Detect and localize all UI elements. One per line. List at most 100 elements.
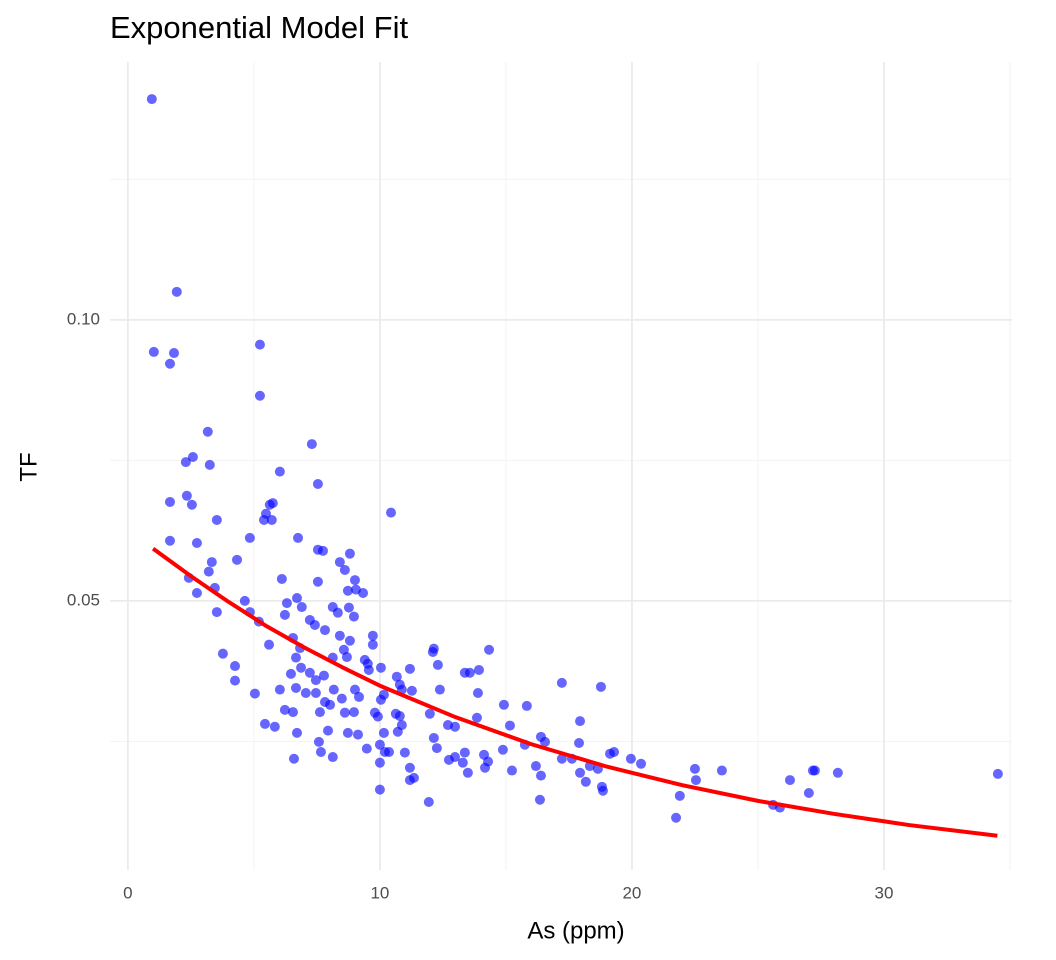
- point: [595, 681, 606, 692]
- point: [171, 286, 182, 297]
- point: [361, 743, 372, 754]
- point: [276, 573, 287, 584]
- point: [992, 768, 1003, 779]
- point: [462, 767, 473, 778]
- point: [164, 496, 175, 507]
- point: [530, 761, 541, 772]
- point: [230, 661, 241, 672]
- point: [342, 727, 353, 738]
- point: [306, 439, 317, 450]
- point: [506, 765, 517, 776]
- point: [457, 757, 468, 768]
- point: [674, 790, 685, 801]
- point: [404, 762, 415, 773]
- point: [217, 648, 228, 659]
- point: [204, 459, 215, 470]
- point: [239, 595, 250, 606]
- point: [314, 707, 325, 718]
- point: [334, 557, 345, 568]
- point: [534, 794, 545, 805]
- point: [367, 639, 378, 650]
- point: [428, 643, 439, 654]
- y-tick-label: 0.10: [67, 309, 100, 328]
- point: [450, 721, 461, 732]
- point: [472, 688, 483, 699]
- point: [372, 711, 383, 722]
- point: [574, 738, 585, 749]
- point: [424, 708, 435, 719]
- point: [473, 664, 484, 675]
- point: [254, 390, 265, 401]
- point: [597, 785, 608, 796]
- point: [383, 747, 394, 758]
- point: [258, 514, 269, 525]
- point: [539, 736, 550, 747]
- point: [187, 452, 198, 463]
- point: [504, 720, 515, 731]
- point: [386, 507, 397, 518]
- point: [186, 499, 197, 510]
- point: [315, 747, 326, 758]
- point: [399, 747, 410, 758]
- point: [191, 537, 202, 548]
- point: [428, 732, 439, 743]
- x-tick-label: 10: [370, 883, 389, 902]
- point: [374, 739, 385, 750]
- point: [259, 718, 270, 729]
- point: [450, 752, 461, 763]
- x-tick-label: 0: [123, 883, 132, 902]
- point: [434, 684, 445, 695]
- point: [191, 587, 202, 598]
- point: [164, 535, 175, 546]
- point: [319, 696, 330, 707]
- x-tick-label: 30: [875, 883, 894, 902]
- point: [310, 688, 321, 699]
- chart-title: Exponential Model Fit: [110, 10, 408, 45]
- point: [310, 675, 321, 686]
- point: [274, 684, 285, 695]
- point: [339, 564, 350, 575]
- point: [296, 662, 307, 673]
- point: [404, 775, 415, 786]
- point: [459, 747, 470, 758]
- point: [784, 775, 795, 786]
- point: [211, 607, 222, 618]
- point: [556, 753, 567, 764]
- point: [304, 667, 315, 678]
- point: [290, 652, 301, 663]
- point: [290, 682, 301, 693]
- point: [406, 685, 417, 696]
- point: [358, 587, 369, 598]
- point: [349, 575, 360, 586]
- x-tick-label: 20: [622, 883, 641, 902]
- point: [342, 585, 353, 596]
- point: [267, 498, 278, 509]
- point: [349, 684, 360, 695]
- point: [431, 743, 442, 754]
- point: [180, 457, 191, 468]
- point: [636, 758, 647, 769]
- point: [483, 756, 494, 767]
- point: [332, 607, 343, 618]
- point: [374, 784, 385, 795]
- point: [689, 763, 700, 774]
- point: [164, 358, 175, 369]
- point: [327, 752, 338, 763]
- point: [269, 721, 280, 732]
- y-tick-label: 0.05: [67, 590, 100, 609]
- point: [287, 707, 298, 718]
- point: [244, 532, 255, 543]
- point: [575, 716, 586, 727]
- point: [809, 765, 820, 776]
- point: [343, 602, 354, 613]
- point: [202, 426, 213, 437]
- point: [498, 699, 509, 710]
- point: [575, 767, 586, 778]
- point: [392, 726, 403, 737]
- point: [328, 684, 339, 695]
- point: [354, 691, 365, 702]
- point: [288, 753, 299, 764]
- point: [323, 725, 334, 736]
- point: [339, 707, 350, 718]
